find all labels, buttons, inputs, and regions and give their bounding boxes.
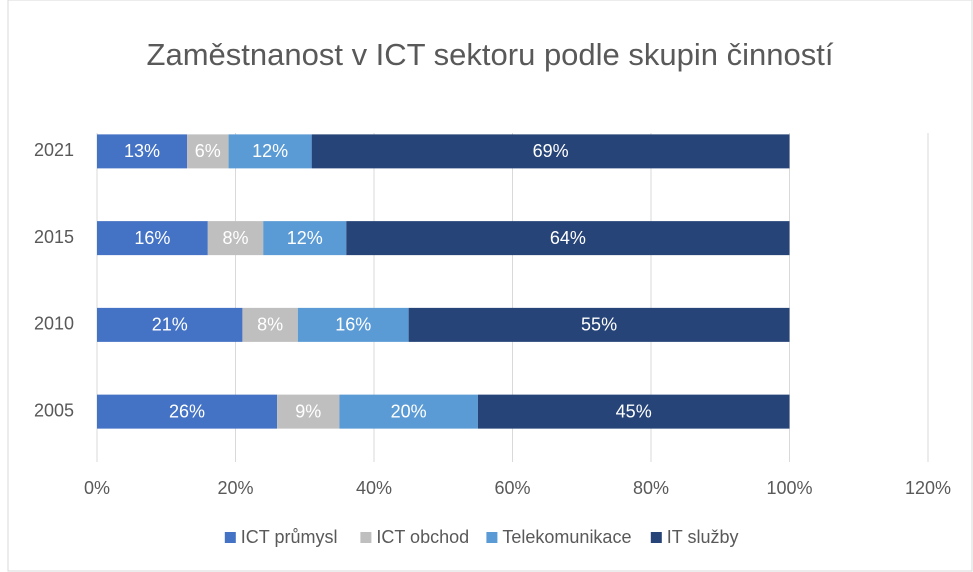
bar-segment xyxy=(477,394,790,429)
data-label: 45% xyxy=(616,401,652,421)
data-label: 55% xyxy=(581,315,617,335)
data-label: 21% xyxy=(152,315,188,335)
bar-segment xyxy=(228,134,312,169)
bar-segment xyxy=(277,394,340,429)
bar-segment xyxy=(346,221,790,256)
data-label: 69% xyxy=(533,141,569,161)
bar-segment xyxy=(207,221,264,256)
y-tick-label: 2005 xyxy=(34,400,74,420)
x-tick-label: 100% xyxy=(766,478,812,498)
bar-segment xyxy=(97,394,278,429)
legend-swatch xyxy=(650,532,662,543)
bar-segment xyxy=(311,134,790,169)
bar-segment xyxy=(242,307,298,342)
x-tick-label: 80% xyxy=(633,478,669,498)
bar-segment xyxy=(297,307,409,342)
x-tick-label: 60% xyxy=(494,478,530,498)
data-label: 64% xyxy=(550,228,586,248)
bar-segment xyxy=(263,221,347,256)
data-label: 6% xyxy=(195,141,221,161)
legend-swatch xyxy=(224,532,236,543)
data-label: 9% xyxy=(295,401,321,421)
legend-label: IT služby xyxy=(667,527,739,547)
x-tick-label: 20% xyxy=(217,478,253,498)
y-tick-label: 2010 xyxy=(34,314,74,334)
bar-segment xyxy=(97,134,188,169)
legend-label: Telekomunikace xyxy=(502,527,631,547)
legend-swatch xyxy=(360,532,372,543)
y-tick-label: 2021 xyxy=(34,140,74,160)
bar-segment xyxy=(97,221,208,256)
legend-swatch xyxy=(486,532,498,543)
x-tick-label: 0% xyxy=(84,478,110,498)
chart-frame xyxy=(7,0,973,572)
data-label: 20% xyxy=(391,401,427,421)
bar-segment xyxy=(339,394,478,429)
bar-segment xyxy=(97,307,243,342)
x-tick-label: 40% xyxy=(356,478,392,498)
chart-title: Zaměstnanost v ICT sektoru podle skupin … xyxy=(147,37,834,72)
data-label: 8% xyxy=(257,315,283,335)
data-label: 12% xyxy=(287,228,323,248)
legend-label: ICT obchod xyxy=(376,527,469,547)
legend-label: ICT průmysl xyxy=(241,527,338,547)
data-label: 8% xyxy=(222,228,248,248)
x-tick-label: 120% xyxy=(905,478,951,498)
bar-segment xyxy=(408,307,790,342)
data-label: 16% xyxy=(134,228,170,248)
bar-segment xyxy=(187,134,229,169)
y-tick-label: 2015 xyxy=(34,227,74,247)
data-label: 16% xyxy=(335,315,371,335)
data-label: 26% xyxy=(169,401,205,421)
data-label: 13% xyxy=(124,141,160,161)
data-label: 12% xyxy=(252,141,288,161)
